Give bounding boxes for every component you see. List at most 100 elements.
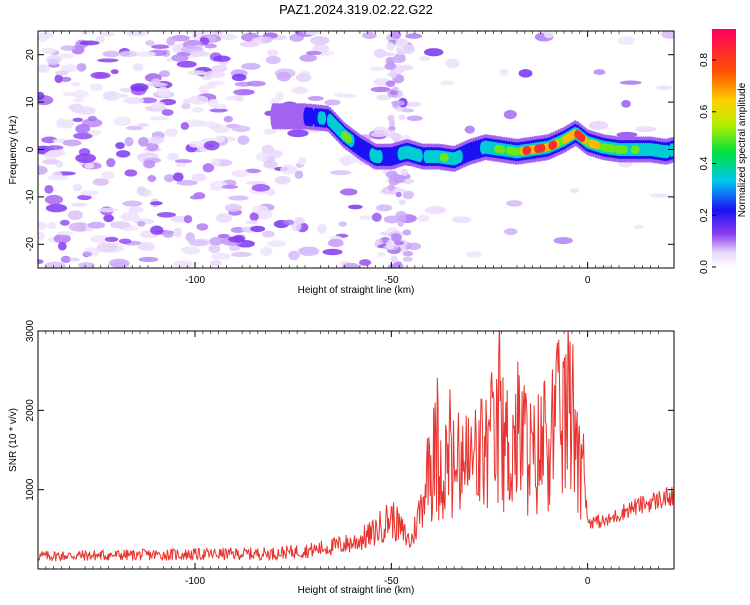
spectrogram-ytick-label: 10 <box>25 96 36 108</box>
noise-speckle <box>158 91 172 98</box>
noise-speckle <box>390 255 398 264</box>
noise-speckle <box>95 35 105 44</box>
noise-speckle <box>388 126 396 131</box>
noise-speckle <box>71 81 81 87</box>
noise-speckle <box>288 250 300 261</box>
noise-speckle <box>402 250 414 257</box>
noise-speckle <box>101 171 115 180</box>
noise-speckle <box>213 125 231 134</box>
noise-speckle <box>209 236 224 246</box>
noise-speckle <box>128 206 144 214</box>
noise-speckle <box>120 212 140 222</box>
noise-speckle <box>280 164 297 175</box>
noise-speckle <box>76 63 87 72</box>
noise-speckle <box>358 215 377 220</box>
noise-speckle <box>389 89 398 96</box>
noise-speckle <box>387 71 397 78</box>
ridge-blob <box>621 145 628 154</box>
noise-speckle <box>230 251 252 257</box>
noise-speckle <box>464 125 476 134</box>
spectrogram-ytick-label: -10 <box>25 189 36 204</box>
noise-speckle <box>87 221 106 229</box>
noise-speckle <box>543 31 554 39</box>
noise-speckle <box>274 175 291 185</box>
noise-speckle <box>201 75 213 81</box>
noise-speckle <box>362 32 377 39</box>
noise-speckle <box>249 212 259 222</box>
noise-speckle <box>188 239 209 247</box>
noise-speckle <box>198 85 210 94</box>
noise-speckle <box>47 58 60 66</box>
noise-speckle <box>385 240 395 250</box>
spectrogram-ytick-label: 0 <box>25 146 36 152</box>
spectrogram-ytick-label: 20 <box>25 49 36 61</box>
noise-speckle <box>234 93 244 102</box>
noise-speckle <box>569 188 580 193</box>
noise-speckle <box>376 204 393 212</box>
noise-speckle <box>75 123 91 134</box>
noise-speckle <box>187 70 207 76</box>
noise-speckle <box>395 38 409 47</box>
noise-speckle <box>151 44 170 49</box>
noise-speckle <box>143 160 156 169</box>
noise-speckle <box>90 235 109 244</box>
spectrogram-heatmap <box>38 31 674 268</box>
noise-speckle <box>616 131 638 138</box>
noise-speckle <box>207 98 219 108</box>
noise-speckle <box>69 257 80 262</box>
noise-speckle <box>221 184 239 189</box>
noise-speckle <box>213 55 231 62</box>
noise-speckle <box>122 200 143 207</box>
noise-speckle <box>183 215 193 224</box>
snr-ytick-label: 2000 <box>25 399 36 422</box>
noise-speckle <box>150 225 164 235</box>
noise-speckle <box>50 149 66 156</box>
colorbar-tick-label: 0.6 <box>699 104 710 118</box>
noise-speckle <box>68 222 91 232</box>
ridge-blob <box>498 145 506 154</box>
noise-speckle <box>252 205 269 215</box>
noise-speckle <box>376 252 386 257</box>
ridge-blob <box>456 149 463 164</box>
noise-speckle <box>317 223 327 234</box>
noise-speckle <box>191 173 207 182</box>
noise-speckle <box>148 116 169 121</box>
ridge-blob <box>319 111 327 125</box>
noise-speckle <box>370 86 391 93</box>
noise-speckle <box>55 70 69 76</box>
noise-speckle <box>239 41 259 48</box>
noise-speckle <box>295 73 312 83</box>
noise-speckle <box>87 115 97 122</box>
noise-speckle <box>250 225 266 233</box>
noise-speckle <box>119 50 139 57</box>
noise-speckle <box>113 116 132 126</box>
noise-speckle <box>617 36 635 45</box>
noise-speckle <box>89 129 102 136</box>
noise-speckle <box>96 242 118 253</box>
figure-title: PAZ1.2024.319.02.22.G22 <box>279 2 433 17</box>
noise-speckle <box>188 31 210 36</box>
noise-speckle <box>330 170 352 176</box>
noise-speckle <box>138 136 149 147</box>
noise-speckle <box>58 53 75 59</box>
noise-speckle <box>171 53 189 62</box>
colorbar-ticks: 0.0 0.2 0.4 0.6 0.8 <box>699 53 716 274</box>
noise-speckle <box>518 69 533 78</box>
noise-speckle <box>376 94 391 101</box>
noise-speckle <box>148 136 165 145</box>
noise-speckle <box>124 136 134 147</box>
noise-speckle <box>136 186 146 195</box>
noise-speckle <box>392 54 406 64</box>
noise-speckle <box>125 31 147 37</box>
noise-speckle <box>45 145 64 151</box>
noise-speckle <box>390 132 398 138</box>
noise-speckle <box>261 36 273 43</box>
noise-speckle <box>183 119 205 127</box>
noise-speckle <box>38 259 44 264</box>
noise-speckle <box>189 195 200 200</box>
noise-speckle <box>267 240 286 248</box>
snr-frame <box>37 330 675 570</box>
spectrogram-ylabel: Frequency (Hz) <box>8 116 19 185</box>
noise-speckle <box>119 87 133 93</box>
